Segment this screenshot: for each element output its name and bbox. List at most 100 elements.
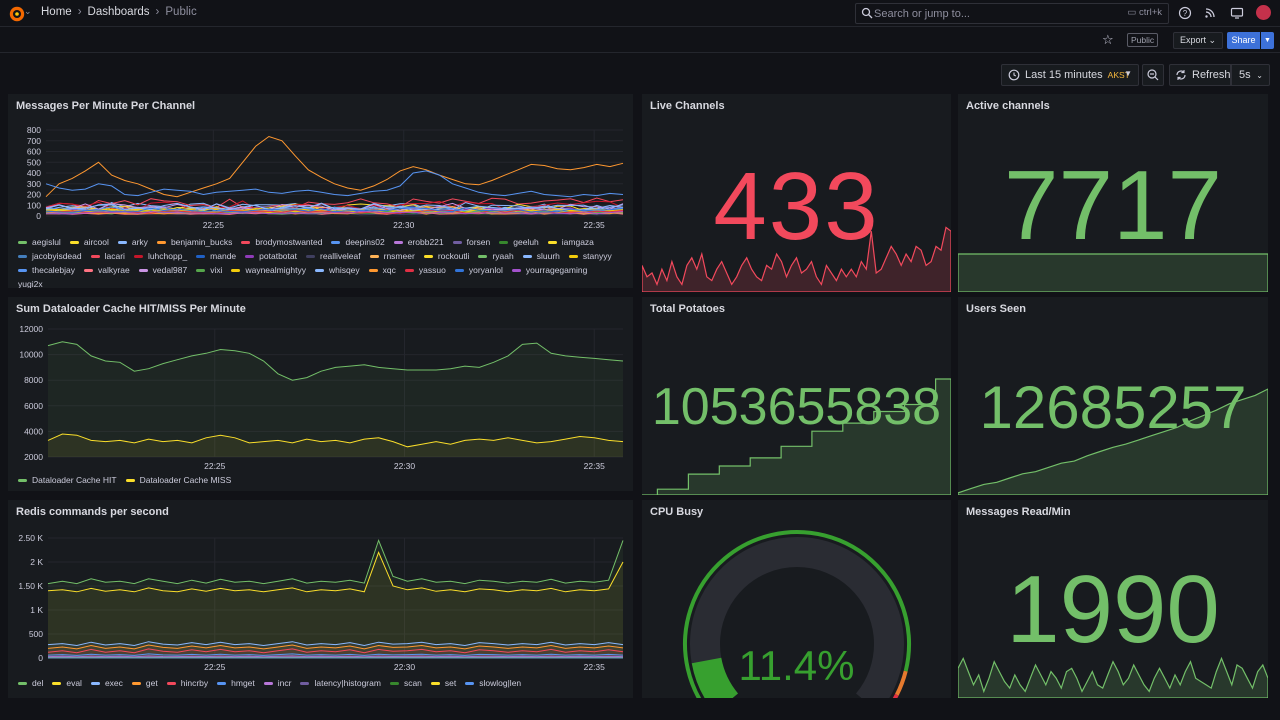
- legend-item[interactable]: erobb221: [393, 237, 444, 247]
- legend-item[interactable]: ryaah: [478, 251, 514, 261]
- legend-item[interactable]: rnsmeer: [369, 251, 415, 261]
- share-button[interactable]: Share: [1227, 32, 1260, 49]
- legend-item[interactable]: waynealmightyy: [231, 265, 306, 275]
- time-range-picker[interactable]: Last 15 minutes AKST ▼: [1001, 64, 1139, 86]
- legend-label: thecalebjay: [32, 265, 76, 275]
- legend-item[interactable]: vedal987: [138, 265, 187, 275]
- grafana-logo-icon[interactable]: [8, 5, 26, 23]
- legend-item[interactable]: geeluh: [499, 237, 539, 247]
- refresh-button[interactable]: Refresh: [1169, 64, 1231, 86]
- legend-item[interactable]: slowlog|len: [465, 678, 521, 688]
- series-line[interactable]: [45, 135, 624, 198]
- dataloader-line-chart[interactable]: 2000 4000 6000 8000 10000 12000 22:25 22:30 22:3…: [8, 325, 633, 475]
- legend-item[interactable]: brodymostwanted: [241, 237, 322, 247]
- series-line[interactable]: [45, 202, 624, 211]
- zoom-out-button[interactable]: [1142, 64, 1164, 86]
- legend-label: rockoutli: [437, 251, 470, 261]
- series-line[interactable]: [47, 648, 624, 654]
- legend-item[interactable]: Dataloader Cache MISS: [125, 475, 231, 485]
- star-icon[interactable]: ☆: [1102, 32, 1114, 47]
- x-tick-label: 22:30: [393, 220, 415, 230]
- legend-item[interactable]: benjamin_bucks: [156, 237, 232, 247]
- series-line[interactable]: [47, 538, 624, 585]
- legend-item[interactable]: latency|histogram: [300, 678, 381, 688]
- stat-value: 11.4%: [738, 642, 855, 689]
- search-input[interactable]: Search or jump to... ▭ ctrl+k: [855, 3, 1169, 24]
- legend-label: exec: [104, 678, 123, 688]
- series-line[interactable]: [45, 202, 624, 211]
- export-button[interactable]: Export ⌄: [1173, 32, 1224, 49]
- legend-item[interactable]: deepins02: [331, 237, 385, 247]
- legend-item[interactable]: luhchopp_: [133, 251, 187, 261]
- legend-item[interactable]: valkyrae: [84, 265, 130, 275]
- legend-label: valkyrae: [98, 265, 130, 275]
- legend-item[interactable]: aircool: [69, 237, 109, 247]
- series-line[interactable]: [47, 655, 624, 658]
- x-tick-label: 22:35: [584, 461, 606, 471]
- legend-item[interactable]: realliveleaf: [305, 251, 361, 261]
- chevron-down-icon[interactable]: ⌄: [24, 6, 32, 16]
- redis-line-chart[interactable]: 0 500 1 K 1.50 K 2 K 2.50 K 22:25 22:30 22:35: [8, 534, 633, 676]
- legend-item[interactable]: aegislul: [18, 237, 61, 247]
- news-feed-icon[interactable]: [1203, 6, 1217, 20]
- breadcrumb-dashboards[interactable]: Dashboards: [87, 6, 150, 18]
- legend-swatch: [369, 254, 379, 258]
- legend-label: hmget: [231, 678, 255, 688]
- legend-item[interactable]: del: [18, 678, 43, 688]
- legend-item[interactable]: jacobyisdead: [18, 251, 82, 261]
- series-line[interactable]: [45, 170, 624, 198]
- y-tick-label: 400: [27, 168, 41, 178]
- legend-item[interactable]: xqc: [368, 265, 396, 275]
- legend-item[interactable]: yoryanlol: [454, 265, 503, 275]
- legend-item[interactable]: whisqey: [314, 265, 360, 275]
- share-dropdown-chevron-icon[interactable]: ▼: [1261, 32, 1274, 49]
- series-line[interactable]: [47, 641, 624, 647]
- legend-item[interactable]: incr: [263, 678, 291, 688]
- legend-swatch: [547, 240, 557, 244]
- legend-item[interactable]: potatbotat: [245, 251, 297, 261]
- legend-item[interactable]: Dataloader Cache HIT: [18, 475, 117, 485]
- search-shortcut: ▭ ctrl+k: [1127, 7, 1162, 18]
- active-channels-sparkline: [958, 253, 1268, 292]
- help-icon[interactable]: ?: [1178, 6, 1192, 20]
- series-line[interactable]: [45, 207, 624, 213]
- series-line[interactable]: [47, 433, 624, 448]
- legend-item[interactable]: thecalebjay: [18, 265, 75, 275]
- legend-item[interactable]: eval: [52, 678, 82, 688]
- stat-value: 433: [713, 153, 880, 260]
- legend-item[interactable]: set: [430, 678, 456, 688]
- timezone-label: AKST: [1107, 70, 1130, 80]
- stat-value: 7717: [1003, 150, 1222, 260]
- legend-item[interactable]: exec: [90, 678, 123, 688]
- series-line[interactable]: [47, 341, 624, 381]
- legend-item[interactable]: yassuo: [404, 265, 446, 275]
- series-line[interactable]: [46, 210, 624, 215]
- legend-item[interactable]: iamgaza: [547, 237, 594, 247]
- user-avatar[interactable]: [1256, 5, 1271, 20]
- legend-item[interactable]: get: [131, 678, 158, 688]
- legend-item[interactable]: hmget: [217, 678, 255, 688]
- series-line[interactable]: [45, 210, 624, 215]
- legend-item[interactable]: sluurh: [522, 251, 560, 261]
- legend-item[interactable]: mande: [196, 251, 236, 261]
- series-line[interactable]: [47, 551, 624, 593]
- kiosk-mode-icon[interactable]: [1230, 6, 1244, 20]
- legend-item[interactable]: vixi: [196, 265, 222, 275]
- legend-item[interactable]: hincrby: [166, 678, 208, 688]
- legend-item[interactable]: yourragegaming: [511, 265, 587, 275]
- legend-item[interactable]: forsen: [452, 237, 490, 247]
- series-line[interactable]: [47, 644, 624, 650]
- legend-swatch: [125, 478, 135, 482]
- legend-item[interactable]: rockoutli: [423, 251, 470, 261]
- legend-item[interactable]: scan: [389, 678, 422, 688]
- refresh-interval-picker[interactable]: 5s ⌄: [1231, 64, 1270, 86]
- legend-item[interactable]: lacari: [90, 251, 125, 261]
- breadcrumb-home[interactable]: Home: [41, 6, 72, 18]
- series-line[interactable]: [45, 197, 624, 209]
- legend-item[interactable]: arky: [117, 237, 148, 247]
- legend-item[interactable]: stanyyy: [568, 251, 612, 261]
- legend-item[interactable]: yugi2x: [18, 279, 43, 288]
- top-nav-bar: ⌄ Home › Dashboards › Public Search or j…: [0, 0, 1280, 27]
- series-line[interactable]: [47, 653, 624, 656]
